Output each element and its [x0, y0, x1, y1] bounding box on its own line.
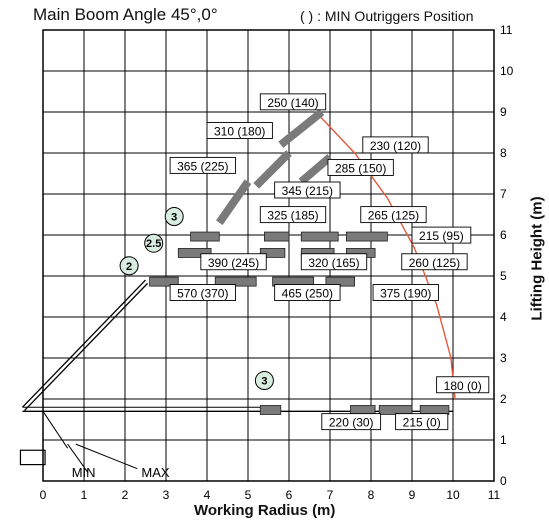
- capacity-label: 260 (125): [409, 256, 460, 270]
- crane-base: [19, 449, 46, 466]
- capacity-label: 390 (245): [208, 256, 259, 270]
- capacity-box: [206, 122, 273, 140]
- capacity-box: [401, 253, 468, 271]
- capacity-label: 220 (30): [329, 416, 374, 430]
- outrigger-min: [67, 443, 89, 474]
- x-tick-label: 11: [488, 488, 501, 502]
- reach-envelope-arc: [319, 115, 456, 400]
- x-tick-label: 1: [81, 488, 88, 502]
- capacity-box: [169, 156, 236, 174]
- y-tick-label: 6: [500, 228, 507, 242]
- jib-length-marker: [144, 233, 164, 253]
- capacity-label: 215 (0): [403, 416, 441, 430]
- jib-length-label: 2.5: [146, 238, 161, 250]
- capacity-label: 230 (120): [370, 139, 421, 153]
- capacity-box: [372, 284, 439, 301]
- boom-section-angled: [278, 108, 325, 148]
- capacity-box: [360, 206, 427, 224]
- boom-section: [149, 276, 179, 287]
- main-boom-upper: [24, 282, 149, 411]
- x-tick-label: 5: [245, 488, 252, 502]
- boom-section: [378, 405, 413, 415]
- outrigger-note: ( ) : MIN Outriggers Position: [300, 8, 474, 24]
- capacity-label: 180 (0): [444, 379, 482, 393]
- capacity-box: [200, 253, 267, 271]
- jib-length-label: 2: [126, 261, 132, 273]
- y-tick-label: 11: [500, 23, 513, 37]
- jib-length-marker: [254, 371, 274, 391]
- x-tick-label: 0: [40, 488, 47, 502]
- capacity-label: 465 (250): [282, 287, 333, 301]
- y-tick-label: 1: [500, 433, 507, 447]
- capacity-box: [259, 93, 327, 111]
- capacity-label: 320 (165): [308, 256, 359, 270]
- capacity-box: [274, 284, 341, 301]
- x-tick-label: 9: [409, 488, 416, 502]
- x-tick-label: 7: [327, 488, 334, 502]
- jib-length-label: 3: [261, 376, 267, 388]
- boom-section-angled: [253, 150, 292, 189]
- plot-frame: [42, 29, 495, 482]
- y-tick-label: 3: [500, 351, 507, 365]
- jib-length-marker: [119, 256, 139, 276]
- capacity-label: 285 (150): [335, 161, 386, 175]
- boom-section: [345, 231, 388, 242]
- y-tick-label: 5: [500, 269, 507, 283]
- capacity-box: [259, 206, 327, 224]
- main-boom-lower: [22, 279, 146, 408]
- x-axis-title: Working Radius (m): [194, 502, 336, 519]
- capacity-box: [321, 413, 382, 431]
- y-tick-label: 7: [500, 187, 507, 201]
- x-tick-label: 8: [368, 488, 375, 502]
- boom-section: [419, 405, 450, 415]
- boom-section: [300, 231, 339, 242]
- capacity-label: 265 (125): [368, 209, 419, 223]
- boom-cylinder: [42, 411, 69, 449]
- capacity-box: [436, 376, 490, 394]
- boom-section: [259, 248, 286, 258]
- outrigger-min-label: MIN: [72, 465, 96, 480]
- capacity-label: 310 (180): [214, 125, 265, 139]
- capacity-box: [411, 226, 472, 244]
- x-tick-label: 2: [122, 488, 129, 502]
- y-tick-label: 9: [500, 105, 507, 119]
- outrigger-max-label: MAX: [141, 465, 170, 480]
- y-tick-label: 8: [500, 146, 507, 160]
- outrigger-max: [75, 443, 138, 470]
- y-tick-label: 0: [500, 474, 507, 488]
- boom-section: [259, 405, 282, 415]
- capacity-label: 345 (215): [282, 184, 333, 198]
- boom-section-angled: [298, 154, 333, 185]
- capacity-label: 250 (140): [267, 96, 318, 110]
- boom-section: [263, 231, 290, 242]
- x-tick-label: 4: [204, 488, 211, 502]
- chart-title: Main Boom Angle 45°,0°: [33, 5, 218, 24]
- x-tick-label: 6: [286, 488, 293, 502]
- boom-section: [350, 405, 376, 415]
- x-tick-label: 10: [446, 488, 460, 502]
- y-tick-label: 4: [500, 310, 507, 324]
- capacity-label: 375 (190): [380, 287, 431, 301]
- capacity-label: 365 (225): [177, 159, 228, 173]
- jib-length-marker: [164, 207, 184, 227]
- boom-section: [190, 231, 220, 242]
- capacity-box: [327, 158, 394, 176]
- capacity-label: 570 (370): [177, 287, 228, 301]
- capacity-box: [362, 136, 429, 154]
- capacity-label: 215 (95): [419, 229, 464, 243]
- y-tick-label: 2: [500, 392, 507, 406]
- y-axis-title: Lifting Height (m): [528, 196, 546, 321]
- capacity-box: [395, 413, 449, 431]
- x-tick-label: 3: [163, 488, 170, 502]
- capacity-label: 325 (185): [267, 209, 318, 223]
- capacity-box: [274, 181, 341, 199]
- capacity-box: [169, 284, 236, 301]
- jib-length-label: 3: [171, 212, 177, 224]
- boom-section: [177, 248, 212, 258]
- boom-section-angled: [216, 179, 252, 225]
- y-tick-label: 10: [500, 64, 514, 78]
- capacity-box: [300, 253, 368, 271]
